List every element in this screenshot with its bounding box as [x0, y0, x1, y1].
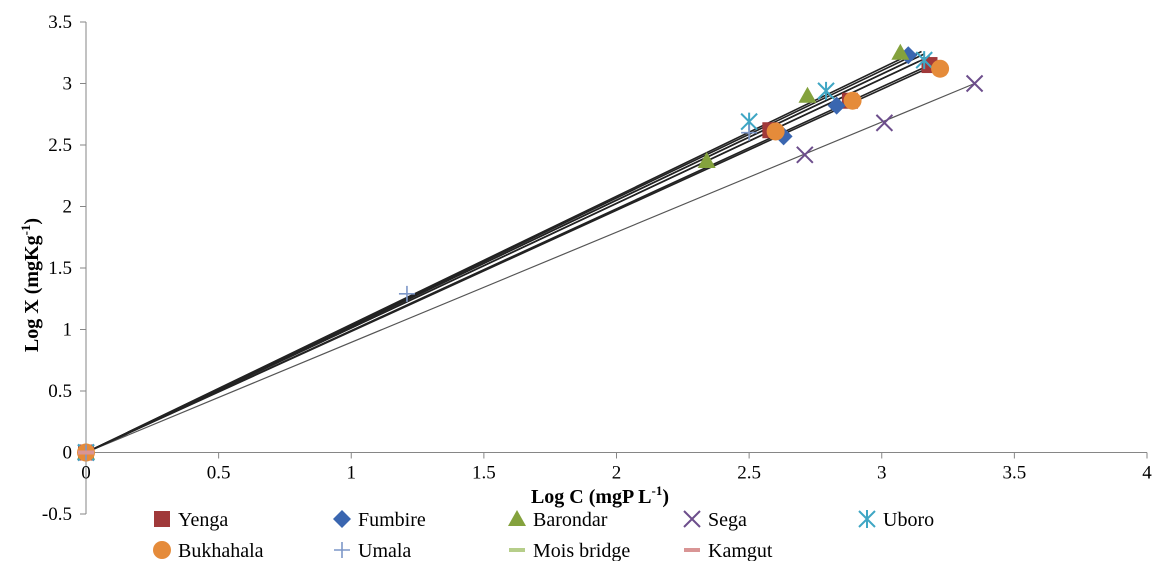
data-point-barondar — [891, 43, 910, 60]
data-point-bukhahala — [766, 122, 785, 141]
legend-marker-kamgut — [684, 548, 700, 552]
legend: Yenga Fumbire Barondar Sega Uboro Bukhahala Um… — [153, 509, 934, 561]
data-point-bukhahala — [931, 59, 950, 78]
x-tick-label: 1 — [347, 463, 357, 484]
data-point-sega — [965, 74, 984, 93]
legend-marker-uboro — [858, 510, 876, 528]
data-point-umala — [741, 124, 758, 141]
legend-marker-yenga — [154, 511, 170, 527]
data-point-barondar — [798, 86, 817, 103]
legend-label-umala: Umala — [358, 540, 411, 561]
trendlines-layer — [85, 50, 975, 454]
x-tick-label: 1.5 — [472, 463, 496, 484]
y-tick-label: 3.5 — [48, 12, 72, 33]
legend-label-sega: Sega — [708, 509, 747, 531]
y-tick-label: 3 — [63, 74, 73, 95]
legend-label-kamgut: Kamgut — [708, 540, 773, 561]
legend-marker-sega — [683, 510, 701, 528]
x-tick-label: 0.5 — [207, 463, 231, 484]
x-axis-title: Log C (mgP L-1) — [531, 483, 669, 508]
legend-marker-bukhahala — [153, 541, 171, 559]
x-tick-label: 3.5 — [1003, 463, 1027, 484]
x-tick-label: 3 — [877, 463, 887, 484]
legend-label-mois-bridge: Mois bridge — [533, 540, 630, 561]
data-point-barondar — [697, 151, 716, 168]
legend-label-uboro: Uboro — [883, 509, 934, 531]
data-point-sega — [875, 114, 894, 132]
legend-label-yenga: Yenga — [178, 509, 228, 531]
y-tick-label: 1 — [63, 320, 73, 341]
trendline-umala — [85, 50, 922, 454]
legend-marker-umala — [334, 542, 350, 558]
data-point-uboro — [915, 51, 933, 70]
y-tick-label: 2.5 — [48, 135, 72, 156]
y-tick-label: 1.5 — [48, 258, 72, 279]
x-tick-label: 0 — [81, 463, 91, 484]
data-point-fumbire — [827, 96, 846, 115]
x-tick-label: 2 — [612, 463, 622, 484]
x-tick-label: 4 — [1142, 463, 1152, 484]
data-point-kamgut — [78, 450, 94, 455]
trendline-sega — [85, 82, 975, 454]
data-point-uboro — [817, 81, 835, 100]
legend-marker-barondar — [508, 510, 526, 526]
legend-label-bukhahala: Bukhahala — [178, 540, 264, 561]
axes-layer: -0.5 0 0.5 1 1.5 2 2.5 3 3.5 0 0.5 1 1.5 2 2.5 3 3.5 4 — [42, 12, 1152, 525]
y-tick-label: 0.5 — [48, 381, 72, 402]
legend-marker-mois-bridge — [509, 548, 525, 552]
data-point-sega — [796, 146, 814, 164]
y-tick-label: 0 — [63, 443, 73, 464]
y-tick-label: -0.5 — [42, 504, 72, 525]
legend-label-barondar: Barondar — [533, 509, 608, 531]
legend-label-fumbire: Fumbire — [358, 509, 426, 531]
points-layer — [77, 43, 984, 462]
data-point-umala — [398, 285, 415, 302]
data-point-bukhahala — [843, 91, 862, 110]
legend-marker-fumbire — [333, 510, 351, 528]
y-axis-title: Log X (mgKg-1) — [18, 218, 43, 352]
x-tick-label: 2.5 — [737, 463, 761, 484]
trendline-kamgut — [85, 60, 920, 454]
y-tick-label: 2 — [63, 197, 73, 218]
trendline-bukhahala — [85, 61, 941, 454]
